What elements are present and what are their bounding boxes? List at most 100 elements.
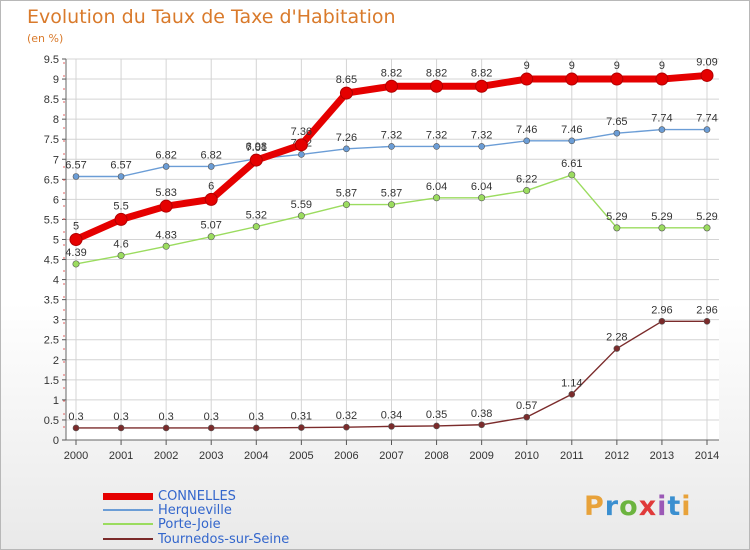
data-point-herqueville bbox=[703, 126, 711, 133]
data-point-connelles bbox=[339, 86, 353, 100]
data-point-connelles bbox=[565, 72, 579, 86]
y-tick-label: 2.5 bbox=[44, 335, 59, 347]
y-tick-label: 4.5 bbox=[44, 255, 59, 267]
data-point-connelles bbox=[655, 72, 669, 86]
data-point-connelles bbox=[159, 199, 173, 213]
legend-label: Herqueville bbox=[158, 502, 232, 518]
data-point-tournedos-sur-seine bbox=[207, 424, 215, 432]
data-label-herqueville: 6.82 bbox=[201, 149, 222, 161]
data-label-porte-joie: 5.87 bbox=[336, 188, 357, 200]
data-label-tournedos-sur-seine: 0.3 bbox=[204, 411, 219, 423]
x-tick-label: 2001 bbox=[109, 450, 133, 462]
data-point-tournedos-sur-seine bbox=[388, 423, 395, 430]
data-point-porte-joie bbox=[433, 194, 441, 202]
data-label-porte-joie: 6.04 bbox=[471, 181, 492, 193]
data-label-herqueville: 7.46 bbox=[516, 124, 537, 136]
data-point-herqueville bbox=[117, 173, 125, 180]
y-tick-label: 0.5 bbox=[44, 415, 59, 427]
x-tick-label: 2003 bbox=[199, 450, 223, 462]
data-label-connelles: 6 bbox=[208, 180, 214, 192]
data-point-tournedos-sur-seine bbox=[613, 345, 621, 352]
data-label-tournedos-sur-seine: 0.32 bbox=[336, 410, 357, 422]
x-tick-label: 2004 bbox=[244, 450, 268, 462]
data-label-connelles: 8.82 bbox=[426, 67, 447, 79]
data-label-porte-joie: 4.6 bbox=[113, 239, 128, 251]
legend-swatch bbox=[103, 492, 153, 500]
y-tick-label: 8.5 bbox=[44, 94, 59, 106]
logo-letter: o bbox=[619, 491, 639, 522]
data-label-porte-joie: 5.29 bbox=[606, 211, 627, 223]
x-tick-label: 2011 bbox=[560, 450, 584, 462]
data-point-herqueville bbox=[568, 137, 576, 145]
data-label-herqueville: 7.74 bbox=[696, 113, 717, 125]
x-tick-label: 2010 bbox=[514, 450, 538, 462]
data-label-connelles: 5.83 bbox=[155, 187, 176, 199]
data-point-porte-joie bbox=[162, 242, 170, 250]
legend-swatch bbox=[103, 523, 153, 525]
data-label-tournedos-sur-seine: 0.3 bbox=[68, 411, 83, 423]
data-point-tournedos-sur-seine bbox=[298, 424, 305, 431]
data-point-herqueville bbox=[478, 143, 485, 150]
data-label-porte-joie: 5.29 bbox=[651, 211, 672, 223]
data-point-porte-joie bbox=[207, 233, 215, 241]
data-label-herqueville: 6.57 bbox=[110, 160, 131, 172]
logo-letter: P bbox=[584, 491, 605, 522]
data-label-tournedos-sur-seine: 0.31 bbox=[291, 411, 312, 423]
x-tick-label: 2007 bbox=[379, 450, 403, 462]
chart-unit: (en %) bbox=[27, 32, 64, 45]
data-point-connelles bbox=[700, 68, 714, 82]
y-tick-label: 6 bbox=[53, 194, 59, 206]
data-point-connelles bbox=[114, 212, 128, 226]
logo-letter: t bbox=[667, 491, 682, 522]
data-point-porte-joie bbox=[252, 223, 260, 231]
data-label-tournedos-sur-seine: 0.3 bbox=[158, 411, 173, 423]
y-tick-label: 5 bbox=[53, 234, 59, 246]
x-tick-label: 2013 bbox=[650, 450, 674, 462]
logo-letter: i bbox=[681, 491, 692, 522]
data-point-tournedos-sur-seine bbox=[478, 421, 485, 429]
data-label-tournedos-sur-seine: 2.96 bbox=[696, 304, 717, 316]
data-label-porte-joie: 5.59 bbox=[291, 199, 312, 211]
y-tick-label: 3 bbox=[53, 315, 59, 327]
y-tick-label: 9.5 bbox=[44, 54, 59, 66]
data-label-connelles: 5 bbox=[73, 220, 79, 232]
data-label-herqueville: 7.26 bbox=[336, 132, 357, 144]
data-point-tournedos-sur-seine bbox=[433, 422, 440, 430]
x-tick-label: 2006 bbox=[334, 450, 358, 462]
data-point-herqueville bbox=[298, 151, 305, 158]
data-point-porte-joie bbox=[387, 201, 395, 209]
data-point-porte-joie bbox=[703, 224, 711, 232]
data-label-tournedos-sur-seine: 0.3 bbox=[113, 411, 128, 423]
x-tick-label: 2002 bbox=[154, 450, 178, 462]
y-tick-label: 5.5 bbox=[44, 214, 59, 226]
data-point-connelles bbox=[520, 72, 534, 86]
data-point-tournedos-sur-seine bbox=[703, 317, 711, 325]
data-label-porte-joie: 6.61 bbox=[561, 158, 582, 170]
y-tick-label: 8 bbox=[53, 114, 59, 126]
y-tick-label: 0 bbox=[53, 435, 59, 447]
legend-label: Tournedos-sur-Seine bbox=[158, 531, 290, 547]
data-point-tournedos-sur-seine bbox=[658, 317, 666, 325]
data-label-connelles: 6.98 bbox=[246, 141, 267, 153]
y-tick-label: 7 bbox=[53, 154, 59, 166]
data-label-herqueville: 7.74 bbox=[651, 113, 672, 125]
legend-label: Porte-Joie bbox=[158, 516, 221, 532]
data-point-connelles bbox=[69, 232, 83, 246]
data-point-connelles bbox=[204, 192, 218, 206]
data-point-tournedos-sur-seine bbox=[72, 424, 80, 432]
data-point-porte-joie bbox=[658, 224, 666, 232]
data-point-tournedos-sur-seine bbox=[162, 424, 170, 432]
y-tick-label: 6.5 bbox=[44, 174, 59, 186]
logo-letter: i bbox=[657, 491, 668, 522]
plot-area bbox=[66, 59, 719, 440]
data-label-porte-joie: 5.29 bbox=[696, 211, 717, 223]
data-label-herqueville: 6.57 bbox=[65, 160, 86, 172]
data-label-porte-joie: 6.22 bbox=[516, 174, 537, 186]
y-tick-label: 1 bbox=[53, 395, 59, 407]
data-label-tournedos-sur-seine: 0.38 bbox=[471, 408, 492, 420]
legend-item-tournedos-sur-seine: Tournedos-sur-Seine bbox=[103, 531, 290, 547]
data-label-connelles: 9 bbox=[659, 60, 665, 72]
data-label-tournedos-sur-seine: 0.57 bbox=[516, 400, 537, 412]
data-point-porte-joie bbox=[568, 171, 576, 179]
data-label-connelles: 8.65 bbox=[336, 74, 357, 86]
